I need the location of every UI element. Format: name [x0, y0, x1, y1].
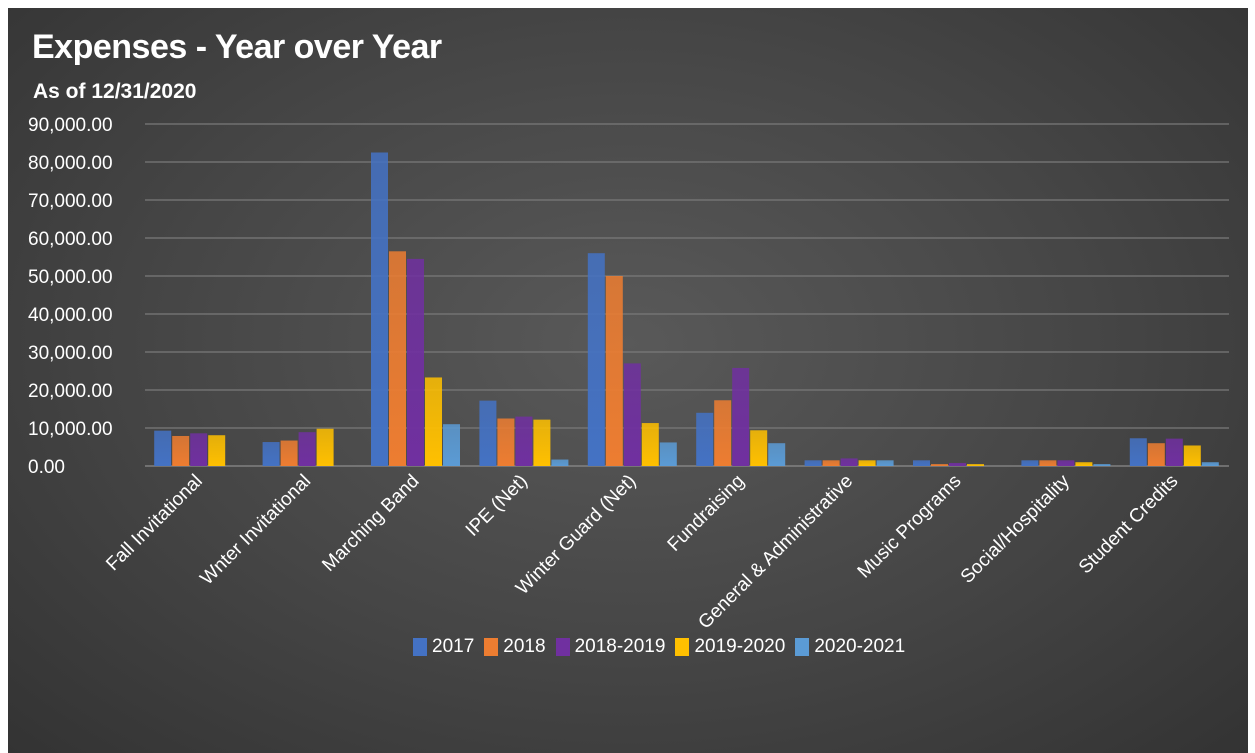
bar-2019-2020-7	[967, 464, 984, 466]
chart-subtitle: As of 12/31/2020	[33, 80, 197, 103]
bar-2020-2021-8	[1093, 464, 1111, 466]
bar-2020-2021-6	[876, 460, 894, 466]
x-category-label: Fundraising	[664, 471, 749, 556]
y-tick-label: 10,000.00	[28, 419, 113, 440]
bar-2018-4	[605, 276, 623, 466]
bar-2018-2019-3	[515, 416, 533, 466]
bar-2017-1	[262, 442, 280, 466]
legend-item: 2018	[484, 636, 546, 658]
bar-2017-2	[371, 152, 388, 466]
bar-2020-2021-4	[659, 442, 677, 466]
bar-2018-2019-7	[949, 462, 966, 466]
bar-2017-0	[154, 430, 172, 466]
legend-label: 2020-2021	[814, 636, 906, 657]
legend-swatch	[413, 638, 427, 656]
y-tick-label: 20,000.00	[28, 381, 113, 402]
y-tick-label: 80,000.00	[28, 153, 113, 174]
legend-swatch	[555, 638, 570, 656]
bar-2019-2020-5	[750, 430, 768, 466]
bar-2017-6	[804, 460, 822, 466]
bar-2020-2021-5	[768, 443, 786, 466]
bar-2019-2020-0	[208, 435, 226, 466]
bar-2018-6	[822, 460, 840, 466]
legend-item: 2017	[413, 636, 474, 658]
legend-label: 2017	[432, 636, 475, 657]
x-category-label: IPE (Net)	[462, 471, 532, 541]
legend-label: 2018	[503, 636, 546, 657]
legend-swatch	[795, 638, 810, 656]
legend-swatch	[484, 638, 499, 656]
bar-2018-0	[172, 435, 190, 466]
bar-2018-2019-6	[840, 458, 858, 466]
bar-2018-2019-1	[298, 432, 316, 466]
y-tick-label: 90,000.00	[28, 115, 113, 136]
x-category-label: Fall Invitational	[102, 471, 206, 575]
bar-2019-2020-2	[425, 377, 442, 466]
chart-plot: 90,000.00 80,000.00 70,000.00 60,000.00 50,0…	[28, 115, 1229, 633]
bar-2018-2019-4	[623, 363, 641, 466]
bar-2019-2020-8	[1075, 462, 1093, 466]
bar-2019-2020-4	[641, 423, 659, 466]
chart-area: Expenses - Year over Year As of 12/31/20…	[8, 8, 1248, 753]
bar-2018-8	[1039, 460, 1057, 466]
y-tick-label: 70,000.00	[28, 191, 113, 212]
x-category-label: Student Credits	[1075, 471, 1182, 578]
bar-2018-2019-8	[1057, 460, 1075, 466]
bar-2017-3	[479, 400, 497, 466]
bar-2019-2020-1	[316, 428, 334, 466]
chart-title: Expenses - Year over Year	[32, 28, 442, 66]
bar-2018-2019-2	[407, 258, 424, 466]
y-tick-label: 50,000.00	[28, 267, 113, 288]
bar-2020-2021-2	[443, 424, 460, 466]
bar-2018-9	[1147, 443, 1165, 466]
bar-2017-7	[913, 460, 930, 466]
x-category-label: Winter Guard (Net)	[512, 471, 640, 599]
bar-2019-2020-9	[1183, 445, 1201, 466]
bar-2018-2019-0	[190, 433, 208, 466]
legend-swatch	[675, 638, 690, 656]
legend-label: 2018-2019	[574, 636, 666, 657]
y-tick-label: 60,000.00	[28, 229, 113, 250]
bar-2017-5	[696, 412, 714, 466]
bar-2018-3	[497, 418, 515, 466]
bar-2017-8	[1021, 460, 1039, 466]
bar-2018-2019-9	[1165, 438, 1183, 466]
y-tick-label: 0.00	[28, 457, 65, 478]
legend-label: 2019-2020	[694, 636, 786, 657]
x-category-label: Music Programs	[854, 471, 966, 583]
chart-legend: 2017 2018 2018-2019 2019-2020 2020-2021	[413, 636, 905, 658]
y-tick-label: 40,000.00	[28, 305, 113, 326]
x-category-label: Marching Band	[318, 471, 423, 576]
bar-2020-2021-9	[1201, 462, 1219, 466]
legend-item: 2018-2019	[555, 636, 666, 658]
x-category-label: Social/Hospitality	[957, 470, 1075, 588]
x-category-label: Wnter Invitational	[196, 471, 315, 590]
legend-item: 2020-2021	[795, 636, 905, 658]
legend-item: 2019-2020	[675, 636, 785, 658]
bar-2018-1	[280, 440, 298, 466]
bar-2019-2020-3	[533, 419, 551, 466]
bar-2017-4	[587, 253, 605, 466]
bar-2018-5	[714, 400, 732, 466]
bar-2018-7	[931, 464, 948, 466]
bar-2018-2019-5	[732, 367, 750, 466]
y-tick-label: 30,000.00	[28, 343, 113, 364]
bar-2017-9	[1129, 438, 1147, 466]
bar-2019-2020-6	[858, 460, 876, 466]
bar-2020-2021-3	[551, 459, 569, 466]
bar-2018-2	[389, 251, 406, 466]
